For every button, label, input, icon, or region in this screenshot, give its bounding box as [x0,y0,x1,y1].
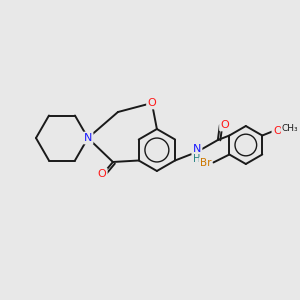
Text: O: O [273,125,282,136]
Text: H: H [193,154,200,164]
Text: O: O [220,120,229,130]
Text: N: N [84,133,92,143]
Text: O: O [98,169,106,179]
Text: O: O [148,98,156,108]
Text: CH₃: CH₃ [282,124,298,133]
Text: N: N [193,144,201,154]
Text: Br: Br [200,158,211,169]
